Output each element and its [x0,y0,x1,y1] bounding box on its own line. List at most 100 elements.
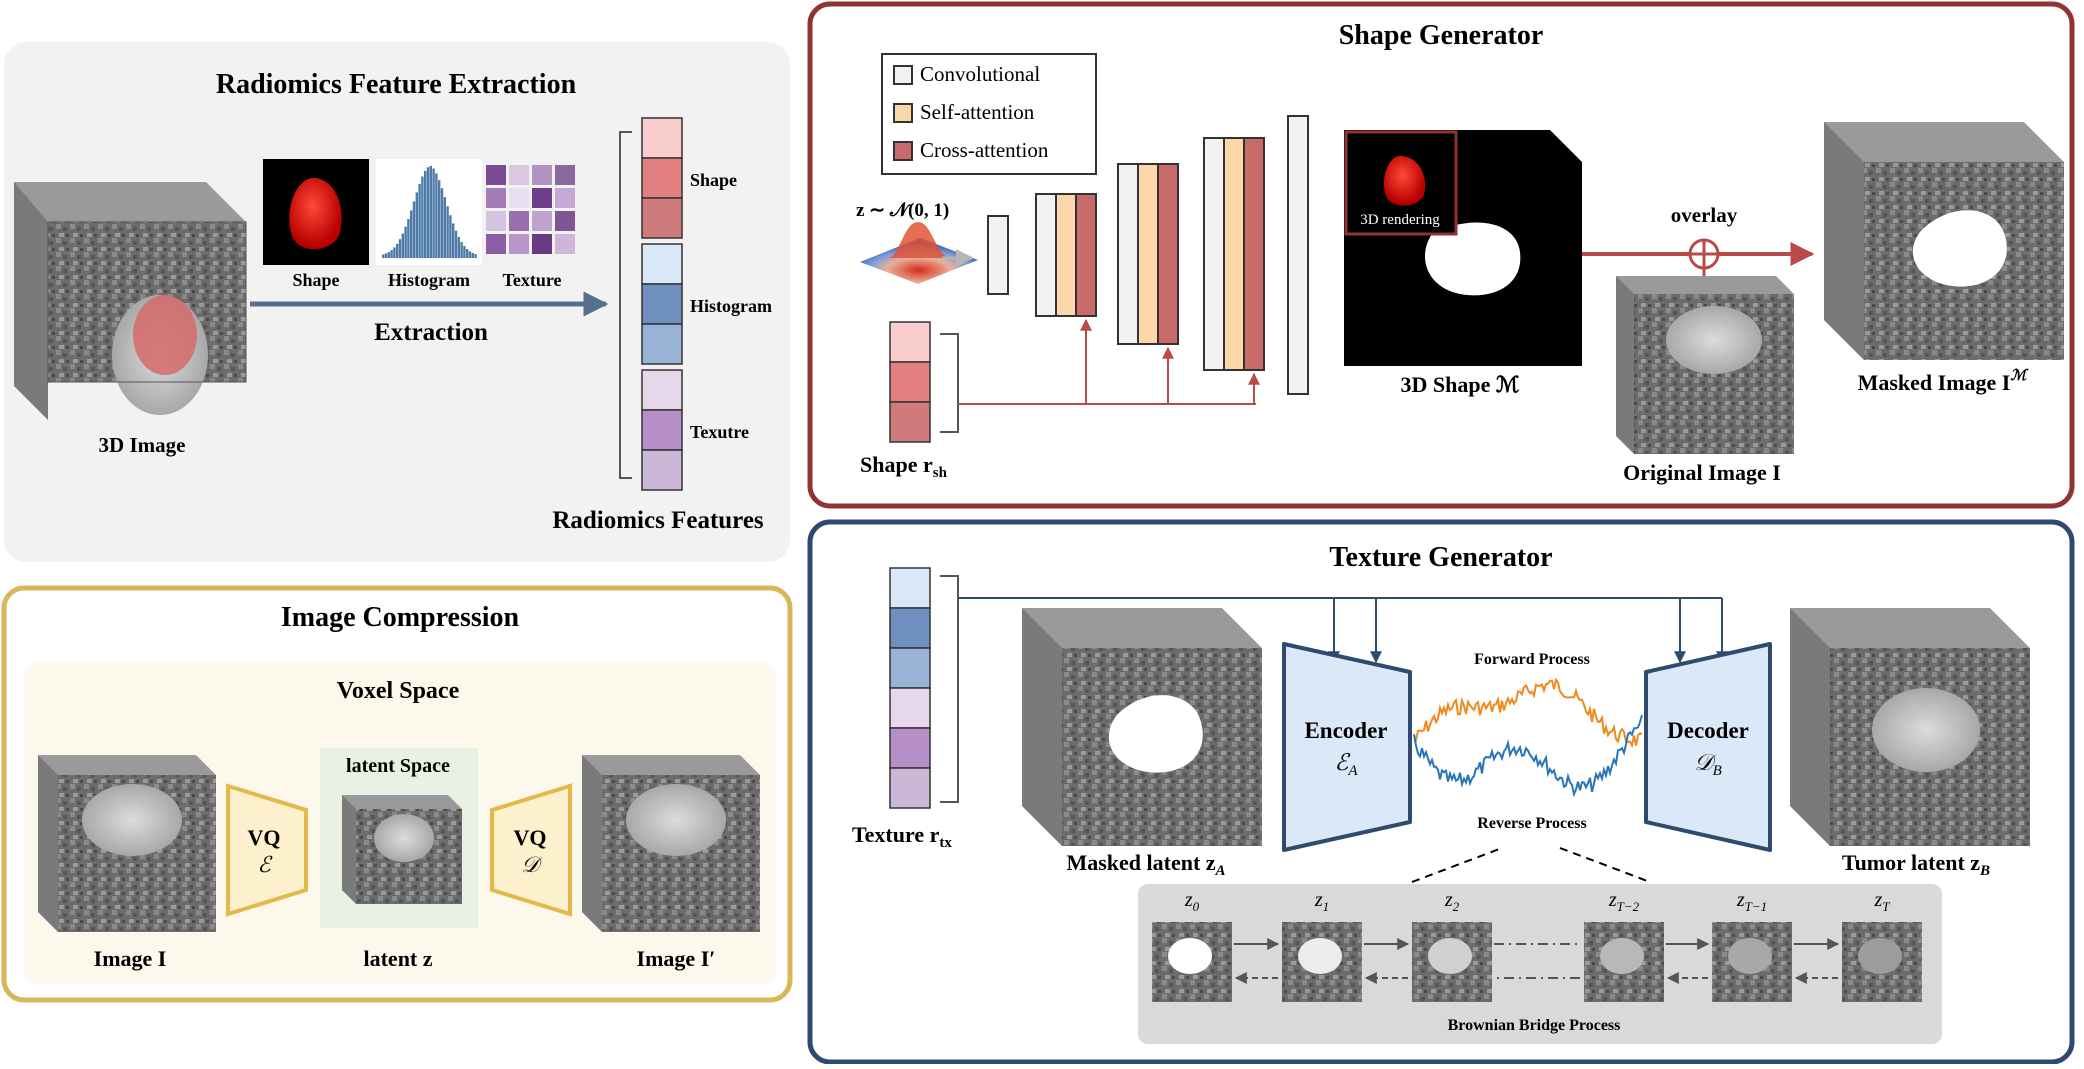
texture-cell [555,165,575,185]
compression-panel: Image Compression Voxel Space Image I VQ… [1,585,793,1003]
conv-block-3 [1117,163,1139,345]
tumor-latent-label: Tumor latent zB [1842,850,1990,879]
legend-label-conv: Convolutional [920,62,1040,86]
ct-volume-3d-image [14,182,247,420]
histogram-bar [432,168,435,258]
histogram-bar [454,230,458,258]
shape-conditioning-arrows [958,318,1260,405]
histogram-bar [382,254,385,258]
voxel-space-label: Voxel Space [337,678,460,704]
tumor-latent-cube [1790,608,2030,846]
bb-step-label: z2 [1444,889,1460,914]
legend-label-cross: Cross-attention [920,138,1049,162]
histogram-bar [426,167,430,258]
thumb-histogram-label: Histogram [388,270,470,290]
gaussian-noise-icon [860,222,978,284]
decoder-label: Decoder [1667,718,1749,743]
histogram-bar [449,215,452,258]
decoder-symbol: 𝒟B [1694,750,1722,779]
bb-step-t: zT [1842,889,1922,1002]
histogram-bar [466,249,469,258]
histogram-thumbnail [376,159,482,265]
feature-texture-label: Texutre [690,422,749,442]
texture-cell [486,188,506,208]
histogram-bar [443,197,446,258]
shape-mask-output [1344,130,1582,366]
thumb-texture-label: Texture [502,270,561,290]
histogram-bar [463,246,466,258]
brownian-bridge-label: Brownian Bridge Process [1448,1017,1621,1034]
vq-encoder-label: VQ [248,825,281,850]
extraction-label: Extraction [374,319,488,346]
masked-latent-cube [1022,608,1262,846]
texture-thumbnail [486,165,575,254]
image-output-label: Image I′ [637,946,716,971]
texture-input-column [889,567,931,809]
texture-cell [532,188,552,208]
conv-block-2 [1035,193,1057,317]
encoder-block [1282,642,1412,852]
network-blocks [987,115,1309,395]
texture-cell [509,188,529,208]
histogram-bar [412,201,416,258]
texture-cell [532,211,552,231]
ct-volume-output [582,755,760,932]
texture-cell [555,211,575,231]
histogram-bar [421,176,424,258]
forward-process-label: Forward Process [1474,651,1590,668]
texture-cell [486,211,506,231]
texture-conditioning-arrows [958,597,1728,664]
texture-cell [555,188,575,208]
histogram-bar [438,180,441,258]
bb-step-label: zT−1 [1736,889,1767,914]
histogram-bar [471,252,474,258]
ct-volume-input [38,755,216,932]
texture-cell [486,234,506,254]
histogram-bar [410,210,413,258]
shape-input-bracket [940,333,959,433]
histogram-bar [415,192,418,258]
histogram-bar [452,223,455,258]
histogram-bar [429,166,432,258]
texture-cell [532,234,552,254]
histogram-bar [401,233,404,258]
latent-space-label: latent Space [346,755,450,777]
reverse-process-label: Reverse Process [1477,815,1586,832]
bb-step-1: z1 [1282,889,1362,1002]
shape-input-column [889,321,931,443]
texture-input-bracket [940,575,959,803]
bb-step-t-minus-1: zT−1 [1712,889,1792,1002]
latent-label: latent z [363,946,432,971]
bb-step-label: zT−2 [1608,889,1640,914]
vq-encoder-symbol: ℰ [257,852,273,877]
legend-swatch-conv [893,65,913,85]
legend-swatch-cross [893,141,913,161]
histogram-bar [393,247,396,258]
histogram-bar [407,218,410,258]
histogram-bar [457,236,460,258]
ct-original-image [1616,276,1794,454]
histogram-bar [446,206,449,258]
overlay-label: overlay [1671,203,1738,227]
histogram-bar [387,252,390,258]
histogram-bar [468,251,472,258]
radiomics-features-label: Radiomics Features [552,507,764,534]
shape-thumbnail [263,159,369,265]
histogram-bar [435,173,438,258]
bb-step-label: zT [1873,889,1890,914]
texture-cell [486,165,506,185]
histogram-bar [424,170,427,258]
conv-block-1 [987,215,1009,295]
encoder-symbol: ℰA [1334,750,1358,779]
bb-step-t-minus-2: zT−2 [1584,889,1664,1002]
thumb-shape-label: Shape [292,270,339,290]
forward-process-noise [1413,677,1643,749]
ct-masked-image [1824,122,2064,360]
conv-block-5 [1287,115,1309,395]
features-column [641,117,683,491]
features-bracket [619,131,632,479]
image-input-label: Image I [94,946,167,971]
encoder-label: Encoder [1304,718,1387,743]
histogram-bar [418,183,421,258]
